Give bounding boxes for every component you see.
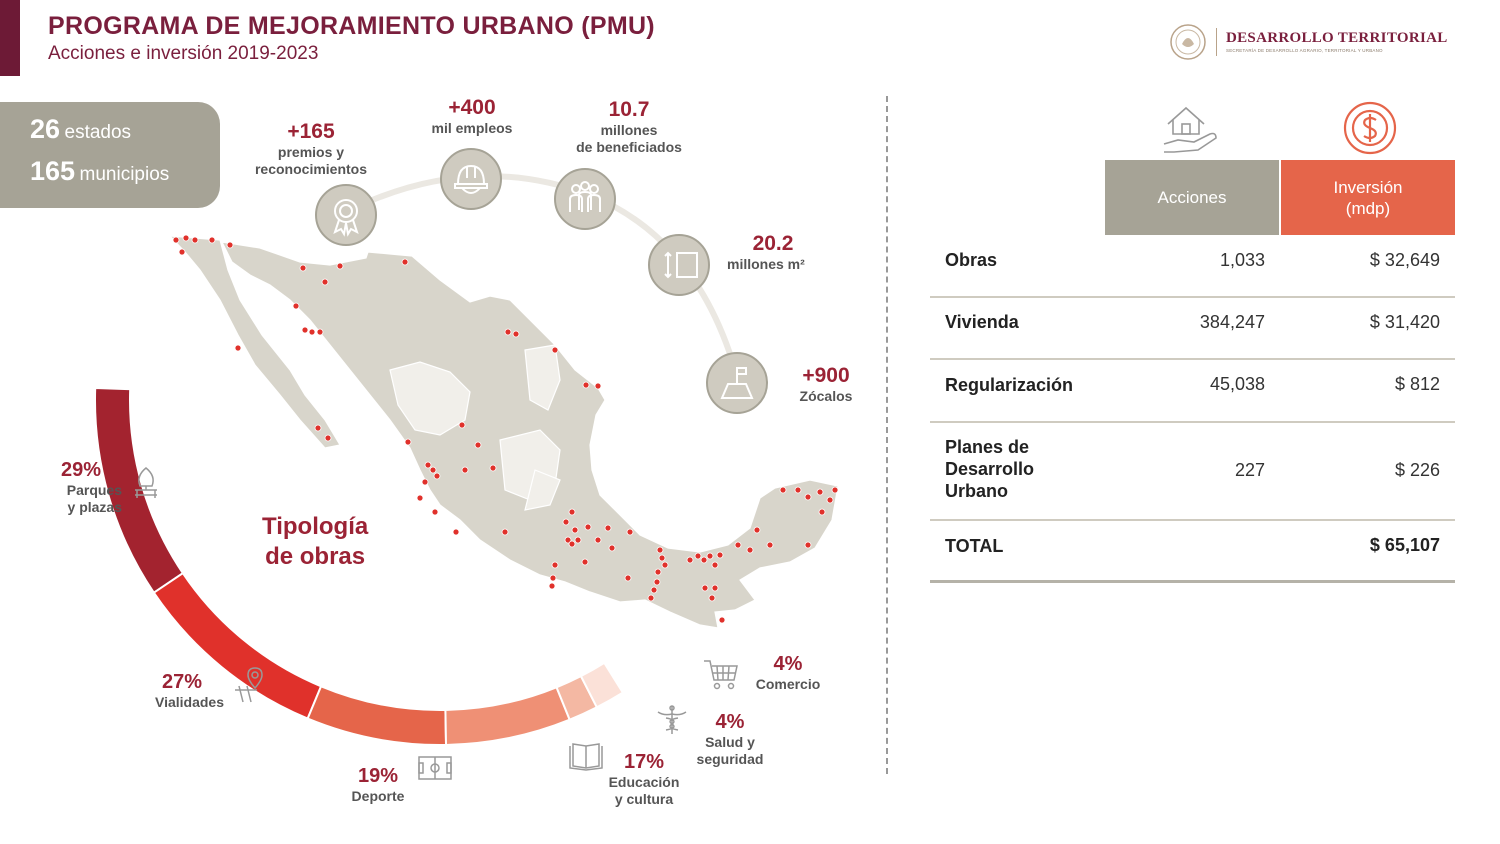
donut-segment (579, 661, 625, 709)
bench-icon (135, 467, 157, 498)
metric-jobs: +400 mil empleos (431, 96, 513, 136)
area-icon (648, 234, 710, 296)
field-icon (418, 756, 452, 780)
logo: DESARROLLO TERRITORIAL SECRETARÍA DE DES… (1168, 20, 1458, 62)
page-subtitle: Acciones e inversión 2019-2023 (48, 43, 319, 64)
metric-zocalos: +900 Zócalos (799, 364, 853, 404)
table-row: Planes de Desarrollo Urbano 227 $ 226 (930, 423, 1455, 521)
mexico-map (168, 234, 839, 629)
typology-title: Tipología de obras (262, 513, 369, 570)
segment-label-deporte: 19% Deporte (351, 765, 405, 804)
segment-label-vialidades: 27% Vialidades (154, 671, 224, 710)
segment-label-parques: 29% Parques y plazas (60, 459, 122, 515)
column-header-investment: Inversión (mdp) (1281, 160, 1455, 235)
column-header-actions: Acciones (1105, 160, 1279, 235)
table-row: Vivienda 384,247 $ 31,420 (930, 298, 1455, 360)
municipalities-count: 165 municipios (30, 156, 170, 186)
segment-label-educacion: 17% Educación y cultura (608, 751, 680, 807)
segment-label-salud: 4% Salud y seguridad (696, 711, 764, 767)
metric-beneficiaries: 10.7 millones de beneficiados (576, 98, 682, 155)
award-icon (315, 184, 377, 246)
metric-area: 20.2 millones m² (727, 232, 805, 272)
segment-label-comercio: 4% Comercio (755, 653, 821, 692)
coat-of-arms-icon (1170, 24, 1206, 60)
caduceus-icon (657, 705, 687, 734)
page-title: PROGRAMA DE MEJORAMIENTO URBANO (PMU) (48, 12, 655, 40)
logo-subtitle: SECRETARÍA DE DESARROLLO AGRARIO, TERRIT… (1226, 48, 1383, 53)
donut-segment (444, 685, 571, 746)
cart-icon (704, 660, 738, 690)
people-icon (554, 168, 616, 230)
logo-separator (1216, 28, 1217, 56)
book-icon (569, 743, 603, 771)
states-count: 26 estados (30, 114, 132, 144)
house-hand-icon (1163, 106, 1217, 153)
table-row: Obras 1,033 $ 32,649 (930, 236, 1455, 298)
plaza-flag-icon (706, 352, 768, 414)
dollar-coin-icon (1343, 101, 1397, 155)
logo-title: DESARROLLO TERRITORIAL (1226, 30, 1448, 46)
table-total-row: TOTAL $ 65,107 (930, 521, 1455, 583)
header-accent-bar (0, 0, 20, 76)
metric-awards: +165 premios y reconocimientos (254, 120, 368, 177)
table-row: Regularización 45,038 $ 812 (930, 360, 1455, 423)
donut-segment (306, 684, 448, 746)
road-pin-icon (235, 667, 263, 703)
hard-hat-icon (440, 148, 502, 210)
section-divider (886, 96, 888, 774)
coverage-box: 26 estados 165 municipios (0, 102, 220, 208)
typology-chart (94, 386, 625, 746)
